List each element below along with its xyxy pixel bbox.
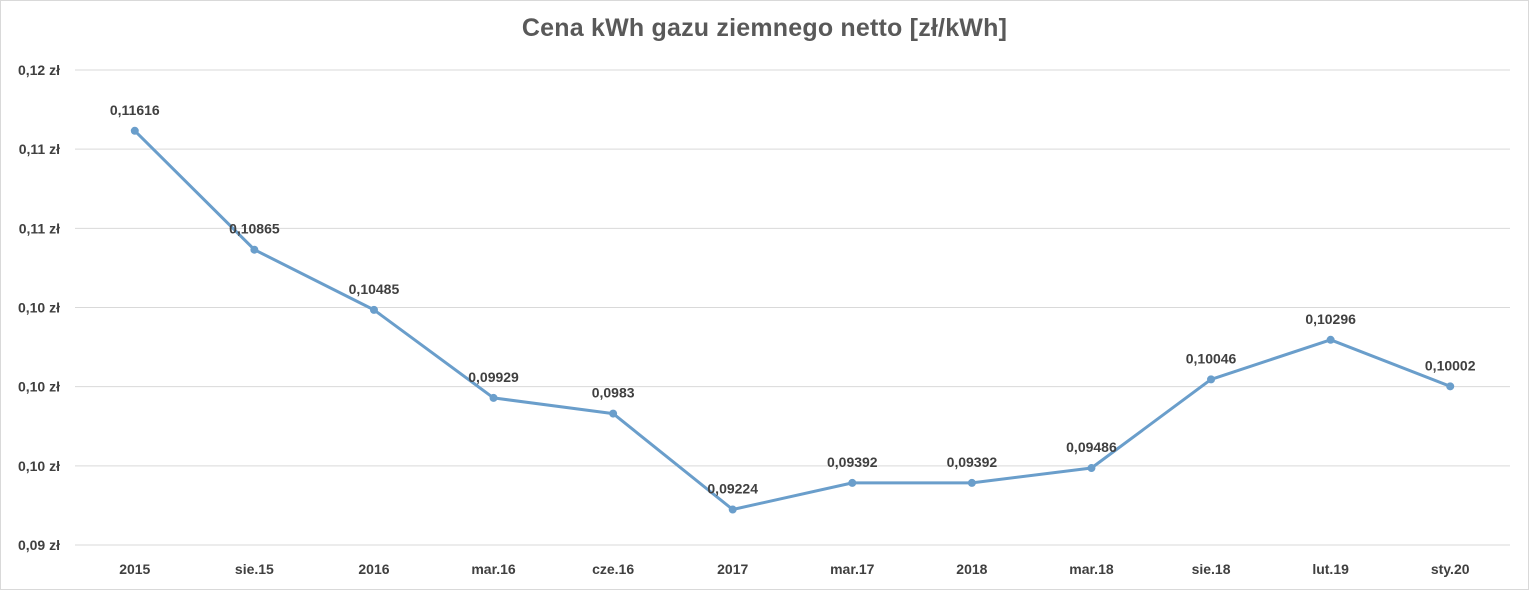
data-label: 0,09392 <box>827 454 878 470</box>
x-tick-label: sty.20 <box>1431 561 1470 577</box>
x-tick-label: sie.15 <box>235 561 274 577</box>
y-tick-label: 0,12 zł <box>18 62 60 78</box>
y-tick-label: 0,10 zł <box>18 379 60 395</box>
data-label: 0,11616 <box>110 102 160 118</box>
x-axis-ticks: 2015 sie.15 2016 mar.16 cze.16 2017 mar.17 2018… <box>119 561 1470 577</box>
data-point <box>728 505 737 514</box>
data-point <box>848 478 857 487</box>
x-tick-label: 2015 <box>119 561 150 577</box>
data-point <box>1326 335 1335 344</box>
data-labels: 0,11616 0,10865 0,10485 0,09929 0,0983 0,0922… <box>110 102 1476 497</box>
data-label: 0,10485 <box>349 281 400 297</box>
x-tick-label: 2018 <box>956 561 987 577</box>
x-tick-label: sie.18 <box>1192 561 1231 577</box>
y-tick-label: 0,10 zł <box>18 300 60 316</box>
data-point <box>130 126 139 135</box>
series-line-layer <box>133 129 1451 511</box>
data-label: 0,10865 <box>229 221 280 237</box>
data-point <box>1446 382 1455 391</box>
series-line <box>133 129 1451 511</box>
x-tick-label: lut.19 <box>1312 561 1349 577</box>
data-point <box>967 478 976 487</box>
x-tick-label: mar.18 <box>1069 561 1114 577</box>
x-tick-label: cze.16 <box>592 561 634 577</box>
data-label: 0,0983 <box>592 385 635 401</box>
x-tick-label: mar.17 <box>830 561 875 577</box>
data-label: 0,09486 <box>1066 439 1117 455</box>
y-tick-label: 0,11 zł <box>19 220 60 236</box>
x-tick-label: mar.16 <box>471 561 516 577</box>
chart-title: Cena kWh gazu ziemnego netto [zł/kWh] <box>521 14 1008 42</box>
data-point <box>369 305 378 314</box>
data-label: 0,09224 <box>707 481 758 497</box>
data-point <box>1087 464 1096 473</box>
x-tick-label: 2017 <box>717 561 748 577</box>
y-tick-label: 0,10 zł <box>18 458 60 474</box>
data-label: 0,09929 <box>468 369 519 385</box>
data-label: 0,10296 <box>1305 311 1356 327</box>
data-point <box>609 409 618 418</box>
data-label: 0,10046 <box>1186 350 1237 366</box>
data-point <box>250 245 259 254</box>
data-point <box>489 393 498 402</box>
data-label: 0,09392 <box>947 454 998 470</box>
data-label: 0,10002 <box>1425 357 1476 373</box>
y-tick-label: 0,11 zł <box>19 141 60 157</box>
x-tick-label: 2016 <box>358 561 389 577</box>
data-point <box>1207 375 1216 384</box>
y-tick-label: 0,09 zł <box>18 537 60 553</box>
data-points <box>130 126 1455 514</box>
gridlines <box>75 69 1510 546</box>
y-axis-ticks: 0,09 zł 0,10 zł 0,10 zł 0,10 zł 0,11 zł 0,11 … <box>18 62 60 553</box>
